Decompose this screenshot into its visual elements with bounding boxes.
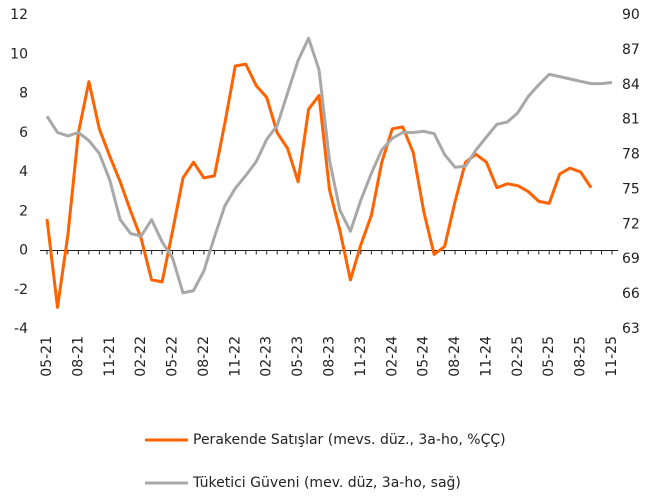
x-tick-label: 02-22 bbox=[133, 336, 149, 377]
y2-tick-label: 66 bbox=[622, 286, 640, 302]
x-tick-label: 02-24 bbox=[384, 336, 400, 377]
series-line bbox=[45, 36, 613, 295]
y-tick-label: 4 bbox=[19, 164, 28, 180]
y-tick-label: 6 bbox=[19, 125, 28, 141]
x-tick-label: 08-25 bbox=[573, 336, 589, 377]
y2-tick-label: 87 bbox=[622, 42, 640, 58]
x-tick-label: 05-23 bbox=[290, 336, 306, 377]
x-tick-label: 05-25 bbox=[541, 336, 557, 377]
y-tick-label: 12 bbox=[10, 7, 28, 23]
y-tick-label: -2 bbox=[14, 282, 28, 298]
y2-tick-label: 81 bbox=[622, 112, 640, 128]
y2-tick-label: 90 bbox=[622, 7, 640, 23]
y-tick-label: 10 bbox=[10, 46, 28, 62]
x-tick-label: 05-21 bbox=[39, 336, 55, 377]
x-tick-label: 08-21 bbox=[70, 336, 86, 377]
y2-tick-label: 72 bbox=[622, 216, 640, 232]
x-tick-label: 02-25 bbox=[510, 336, 526, 377]
x-tick-label: 02-23 bbox=[259, 336, 275, 377]
y2-tick-label: 75 bbox=[622, 181, 640, 197]
x-tick-label: 08-23 bbox=[322, 336, 338, 377]
legend-label: Tüketici Güveni (mev. düz, 3a-ho, sağ) bbox=[192, 475, 461, 491]
series-line bbox=[45, 62, 593, 309]
x-tick-label: 05-22 bbox=[165, 336, 181, 377]
y-tick-label: -4 bbox=[14, 321, 28, 337]
legend-label: Perakende Satışlar (mevs. düz., 3a-ho, %… bbox=[193, 432, 506, 448]
x-tick-label: 11-24 bbox=[478, 336, 494, 377]
x-tick-label: 08-22 bbox=[196, 336, 212, 377]
y-tick-label: 2 bbox=[19, 203, 28, 219]
y2-tick-label: 84 bbox=[622, 77, 640, 93]
y-tick-label: 0 bbox=[19, 243, 28, 259]
y-tick-label: 8 bbox=[19, 86, 28, 102]
x-tick-label: 11-25 bbox=[604, 336, 620, 377]
x-tick-label: 11-23 bbox=[353, 336, 369, 377]
y2-tick-label: 63 bbox=[622, 321, 640, 337]
x-tick-label: 05-24 bbox=[416, 336, 432, 377]
y2-tick-label: 69 bbox=[622, 251, 640, 267]
x-tick-label: 11-22 bbox=[227, 336, 243, 377]
y2-tick-label: 78 bbox=[622, 147, 640, 163]
x-tick-label: 11-21 bbox=[102, 336, 118, 377]
x-tick-label: 08-24 bbox=[447, 336, 463, 377]
